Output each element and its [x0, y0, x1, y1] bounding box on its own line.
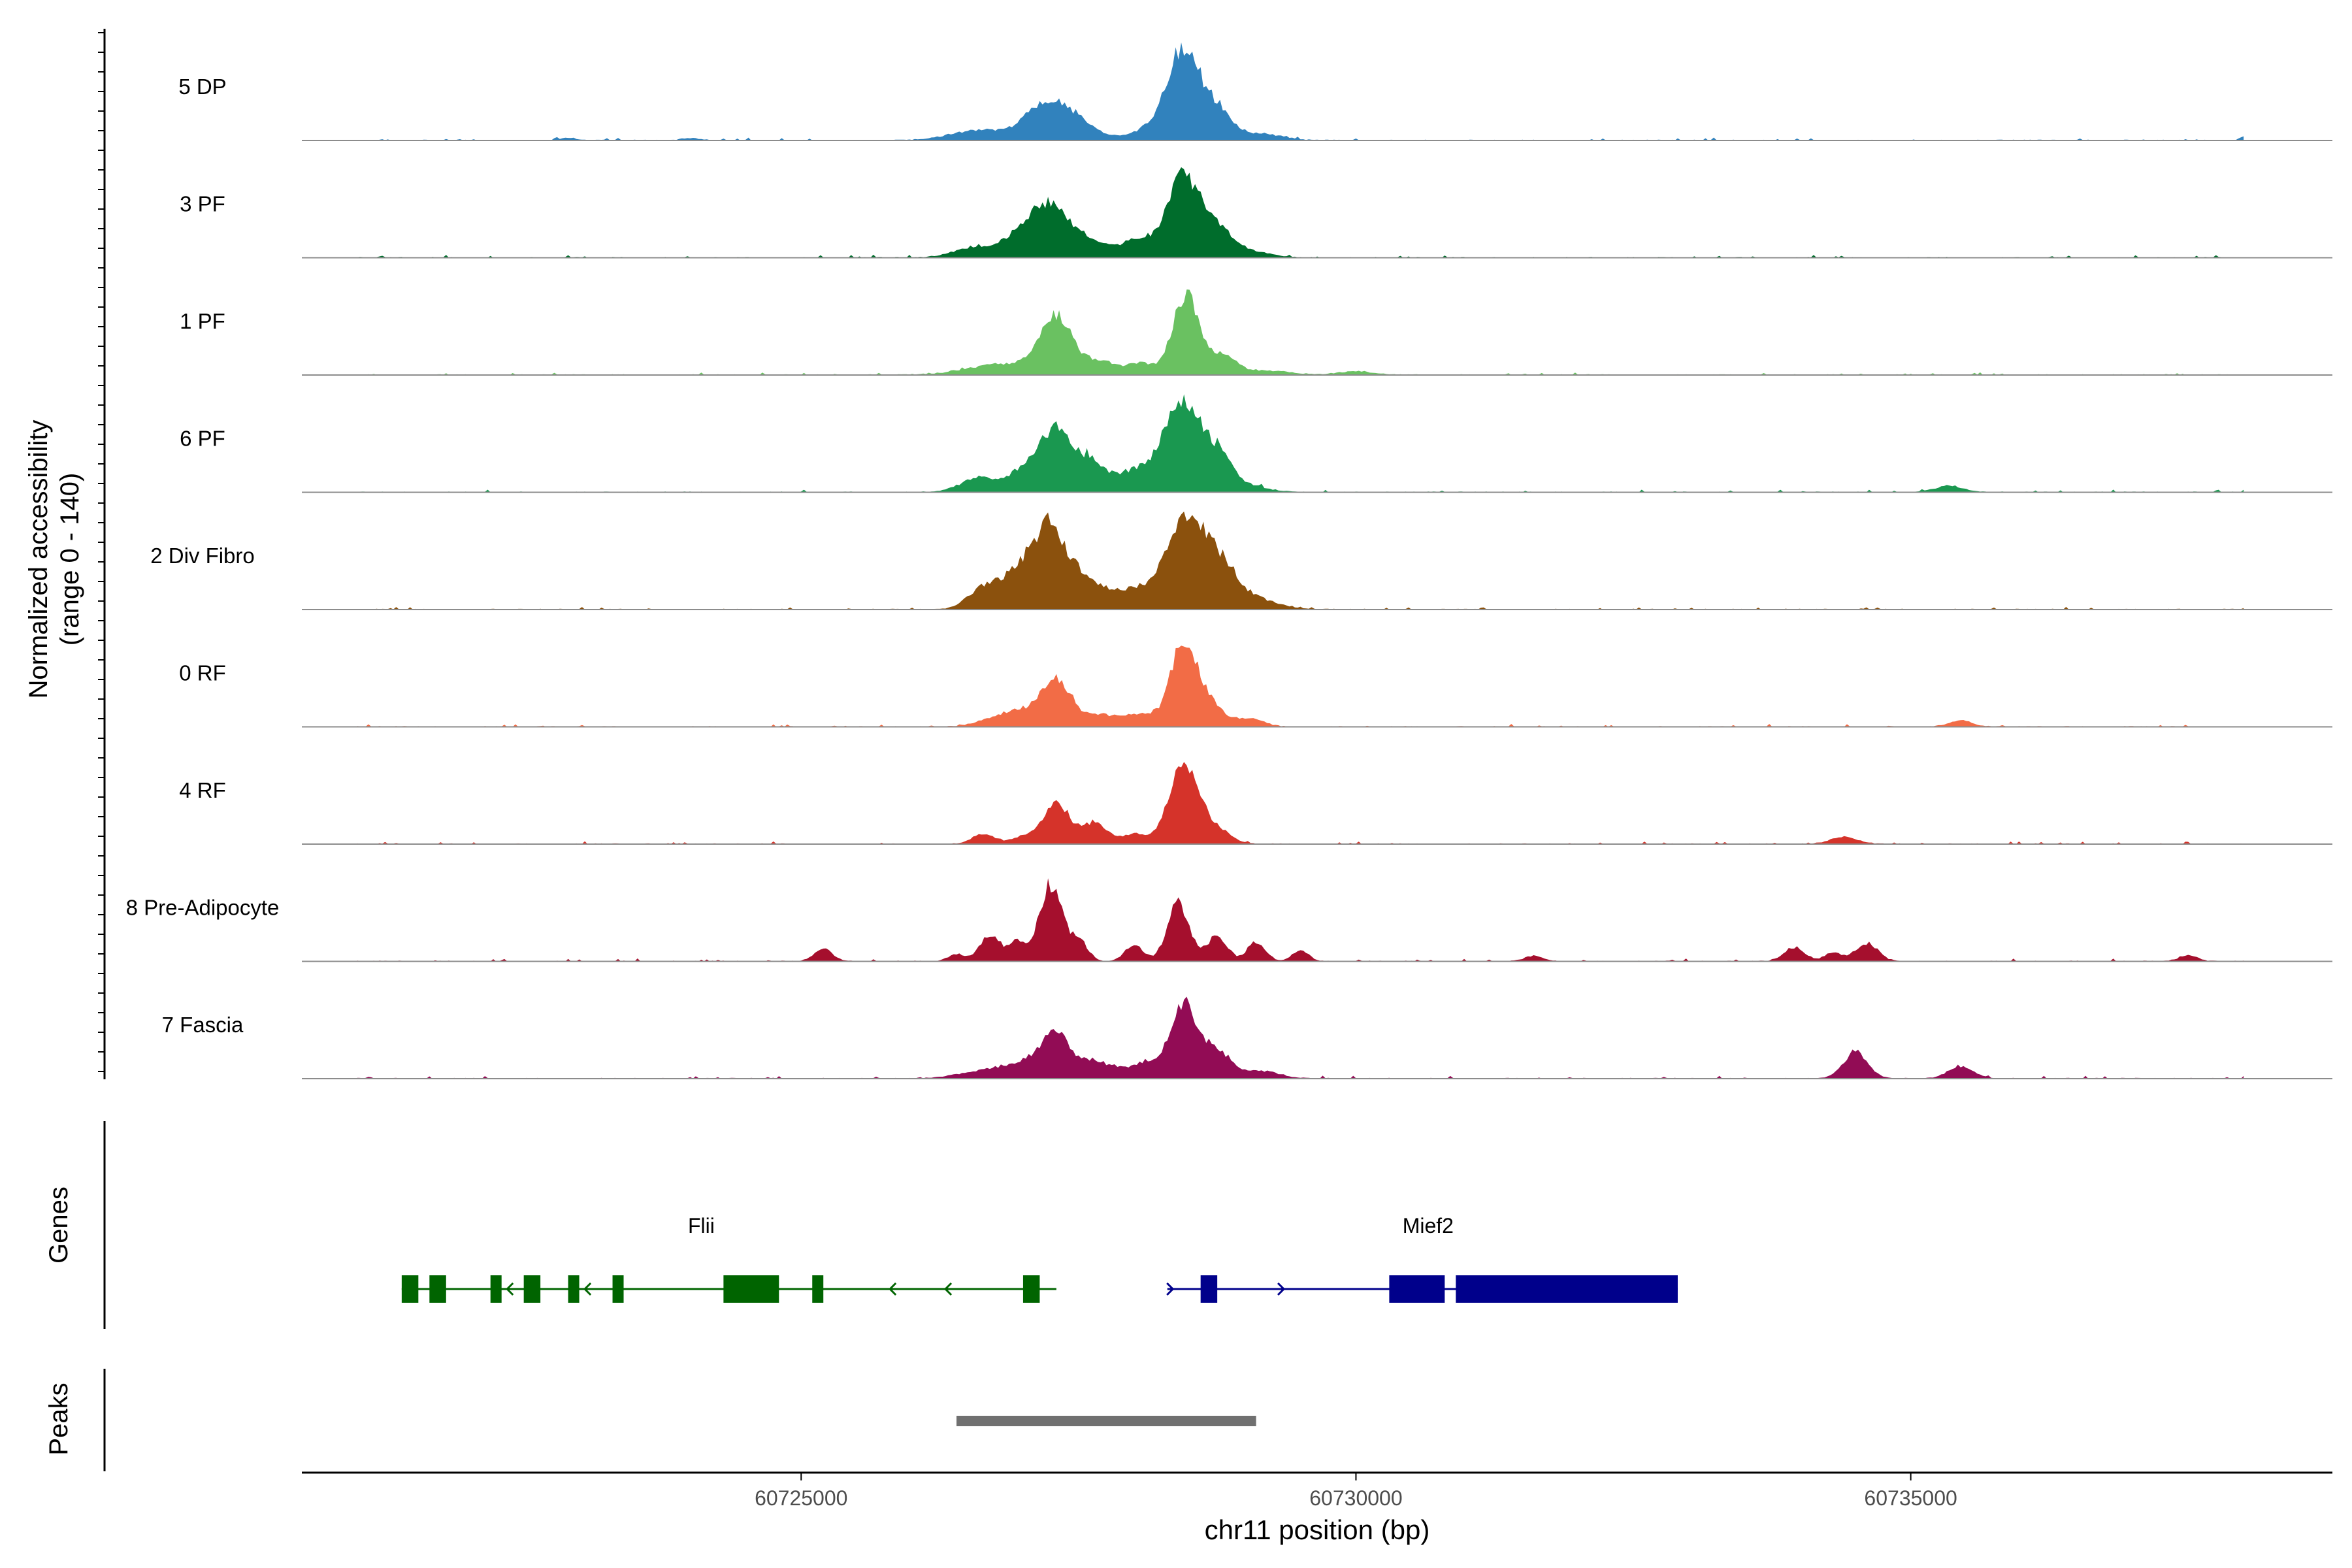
exon — [612, 1275, 624, 1303]
exon — [1022, 1275, 1040, 1303]
exon — [1200, 1275, 1218, 1303]
track-label: 3 PF — [180, 192, 225, 216]
strand-arrow — [943, 1282, 953, 1296]
exon — [812, 1275, 824, 1303]
exon — [490, 1275, 502, 1303]
track-label: 7 Fascia — [162, 1013, 244, 1037]
exon — [1389, 1275, 1445, 1303]
coverage-track: 0 RF — [179, 645, 2332, 728]
track-label: 8 Pre-Adipocyte — [126, 896, 280, 920]
coverage-track: 8 Pre-Adipocyte — [126, 878, 2332, 962]
strand-arrow — [889, 1282, 897, 1296]
genes-panel-label: Genes — [44, 1186, 73, 1264]
coverage-track: 1 PF — [180, 289, 2332, 376]
coverage-track: 5 DP — [178, 42, 2332, 141]
track-label: 4 RF — [179, 778, 226, 802]
track-label: 1 PF — [180, 309, 225, 333]
gene-label: Flii — [688, 1214, 715, 1237]
gene-annotation-panel: Flii Mief2 — [401, 1214, 1678, 1303]
coverage-y-ticks — [98, 32, 105, 1072]
gene-model: Mief2 — [1166, 1214, 1678, 1303]
gene-model: Flii — [401, 1214, 1056, 1303]
exon — [523, 1275, 541, 1303]
track-label: 0 RF — [179, 661, 226, 685]
y-axis-title: Normalized accessibility — [24, 420, 53, 699]
strand-arrow — [1277, 1282, 1286, 1296]
coverage-tracks: 5 DP 3 PF 1 PF 6 PF 2 Div Fibro 0 RF 4 RF 8 Pre… — [126, 42, 2332, 1079]
coverage-track: 3 PF — [180, 167, 2332, 259]
x-axis-ticks: 60725000 60730000 60735000 — [755, 1473, 1957, 1510]
strand-arrow — [583, 1282, 592, 1296]
x-tick-label: 60735000 — [1864, 1486, 1957, 1510]
track-label: 2 Div Fibro — [150, 544, 255, 568]
x-axis-title: chr11 position (bp) — [1205, 1514, 1430, 1545]
peaks-panel-label: Peaks — [44, 1382, 73, 1455]
exon — [401, 1275, 419, 1303]
track-label: 6 PF — [180, 427, 225, 451]
strand-arrow — [1166, 1282, 1175, 1296]
x-tick-label: 60725000 — [755, 1486, 847, 1510]
strand-arrow — [506, 1282, 514, 1296]
coverage-track: 2 Div Fibro — [150, 512, 2332, 610]
x-tick-label: 60730000 — [1309, 1486, 1402, 1510]
y-axis-subtitle: (range 0 - 140) — [56, 473, 84, 646]
coverage-track: 7 Fascia — [162, 996, 2332, 1079]
exon — [429, 1275, 446, 1303]
peak-region — [956, 1416, 1256, 1426]
track-label: 5 DP — [178, 74, 226, 99]
coverage-track: 4 RF — [179, 762, 2332, 845]
peaks-panel — [956, 1416, 1256, 1426]
exon — [1456, 1275, 1678, 1303]
coverage-track: 6 PF — [180, 394, 2332, 493]
gene-label: Mief2 — [1403, 1214, 1454, 1237]
exon — [723, 1275, 779, 1303]
exon — [568, 1275, 580, 1303]
